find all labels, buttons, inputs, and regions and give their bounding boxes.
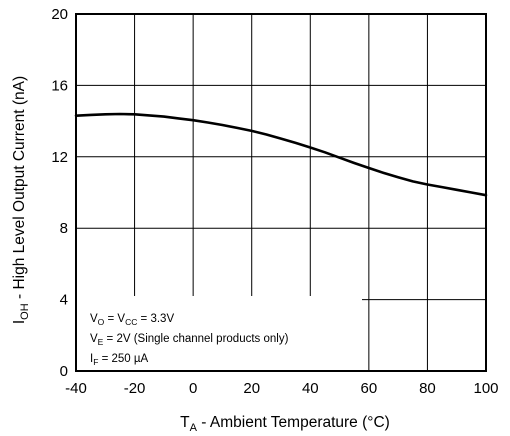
annotation-line-0: VO = VCC = 3.3V	[90, 313, 174, 327]
annotation-background	[77, 296, 362, 370]
x-tick-labels: -40 -20 0 20 40 60 80 100	[65, 380, 498, 397]
y-tick-label-3: 12	[51, 149, 68, 166]
annotation-line-2: IF = 250 µA	[90, 353, 149, 367]
series-line-0	[74, 112, 488, 197]
x-tick-label-2: 0	[189, 380, 197, 397]
annotation-line-1: VE = 2V (Single channel products only)	[90, 333, 289, 347]
y-tick-label-5: 20	[51, 6, 68, 23]
y-axis-title: IOH - High Level Output Current (nA)	[11, 76, 31, 324]
annotation-box: VO = VCC = 3.3V VE = 2V (Single channel p…	[77, 296, 362, 370]
plot-border	[75, 13, 487, 372]
x-tick-label-4: 40	[302, 380, 319, 397]
x-tick-label-6: 80	[419, 380, 436, 397]
y-tick-labels: 0 4 8 12 16 20	[51, 6, 68, 380]
y-tick-label-0: 0	[60, 363, 68, 380]
y-tick-label-4: 16	[51, 77, 68, 94]
x-tick-label-5: 60	[361, 380, 378, 397]
y-tick-label-2: 8	[60, 220, 68, 237]
y-tick-label-1: 4	[60, 292, 68, 309]
plot-frame	[75, 13, 487, 372]
series-group	[74, 112, 488, 197]
x-axis-title: TA - Ambient Temperature (°C)	[180, 414, 390, 434]
x-tick-label-3: 20	[243, 380, 260, 397]
x-tick-label-7: 100	[473, 380, 498, 397]
x-tick-label-0: -40	[65, 380, 87, 397]
x-tick-label-1: -20	[124, 380, 146, 397]
